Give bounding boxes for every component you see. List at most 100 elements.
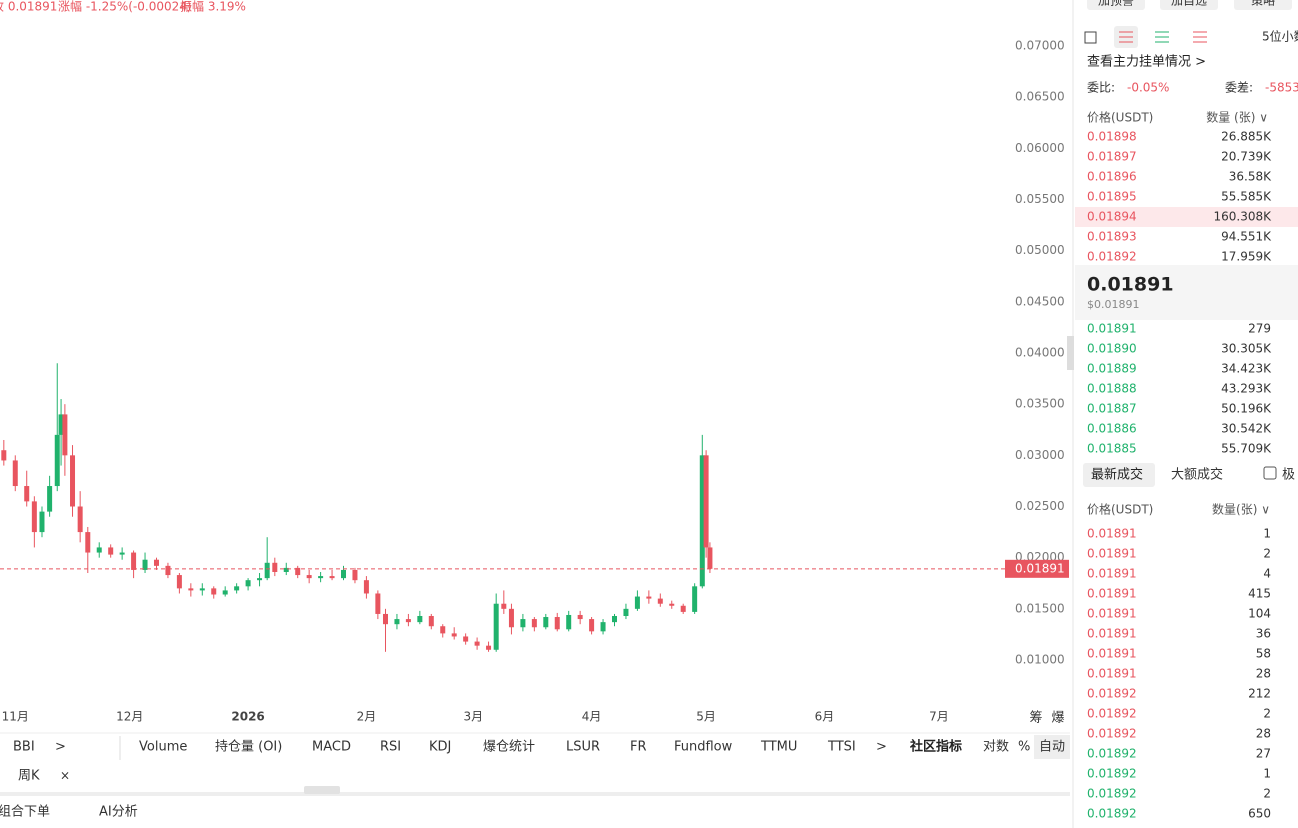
indicator-tab[interactable]: RSI xyxy=(380,740,401,755)
indicator-tab[interactable]: > xyxy=(55,740,66,755)
candle-body xyxy=(508,608,514,628)
button-label[interactable]: 加自选 xyxy=(1171,0,1207,8)
candle-body xyxy=(692,586,698,612)
candle-body xyxy=(493,603,499,650)
trade-price: 0.01891 xyxy=(1087,547,1137,561)
ask-qty: 55.585K xyxy=(1221,190,1272,204)
candle-body xyxy=(363,580,369,594)
x-tick-label: 7月 xyxy=(929,710,949,724)
y-tick-label: 0.05000 xyxy=(1015,243,1065,257)
indicator-tab[interactable]: Volume xyxy=(139,740,187,755)
x-tick-label: 11月 xyxy=(2,710,29,724)
ask-qty: 17.959K xyxy=(1221,250,1272,264)
trade-price: 0.01891 xyxy=(1087,607,1137,621)
bottom-tab[interactable]: 组合下单 xyxy=(0,805,50,820)
bid-qty: 50.196K xyxy=(1221,402,1272,416)
divider xyxy=(0,792,1070,796)
indicator-tab[interactable]: MACD xyxy=(312,740,351,755)
checkbox[interactable] xyxy=(1263,466,1277,480)
candle-body xyxy=(165,565,171,576)
icon xyxy=(1119,31,1133,43)
button[interactable] xyxy=(1234,0,1292,10)
col-header: 数量(张) ∨ xyxy=(1212,502,1270,517)
candle-body xyxy=(199,588,205,591)
trade-tab[interactable]: 大额成交 xyxy=(1171,467,1223,483)
y-tick-label: 0.04000 xyxy=(1015,346,1065,360)
indicator-tab[interactable]: BBI xyxy=(13,740,35,755)
indicator-tab[interactable]: KDJ xyxy=(429,740,451,755)
candle-body xyxy=(131,552,137,570)
indicator-tab[interactable]: > xyxy=(876,740,887,755)
button[interactable] xyxy=(1160,0,1218,10)
y-tick-label: 0.01000 xyxy=(1015,653,1065,667)
axis-tool[interactable]: 爆 xyxy=(1051,711,1064,726)
candle-body xyxy=(85,532,91,553)
trade-tab[interactable]: 极 xyxy=(1282,468,1295,483)
y-tick-label: 0.05500 xyxy=(1015,192,1065,206)
button[interactable] xyxy=(1087,0,1145,10)
candle-body xyxy=(96,547,102,553)
auto-bg xyxy=(1034,735,1070,759)
candle-body xyxy=(703,455,709,548)
col-header: 价格(USDT) xyxy=(1087,110,1153,125)
trade-price: 0.01891 xyxy=(1087,667,1137,681)
trade-price: 0.01892 xyxy=(1087,687,1137,701)
trade-qty: 27 xyxy=(1256,747,1271,761)
candle-body xyxy=(264,562,270,579)
ask-qty: 20.739K xyxy=(1221,150,1272,164)
candle-body xyxy=(153,559,159,566)
bid-qty: 34.423K xyxy=(1221,362,1272,376)
close-button[interactable]: × xyxy=(60,769,70,783)
candle-body xyxy=(176,575,182,589)
candle-body xyxy=(707,547,713,569)
last-price: 0.01891 xyxy=(1087,274,1174,296)
trade-qty: 28 xyxy=(1256,667,1271,681)
bottom-tab[interactable]: AI分析 xyxy=(99,805,138,820)
handle[interactable] xyxy=(304,786,340,794)
indicator-tab[interactable]: TTSI xyxy=(827,740,856,755)
axis-tool[interactable]: 筹 xyxy=(1029,710,1042,726)
indicator-tab[interactable]: 对数 xyxy=(983,740,1009,755)
indicator-tab[interactable]: 自动 xyxy=(1039,740,1065,755)
diff-value: -5853 xyxy=(1265,81,1298,95)
icon[interactable] xyxy=(1084,31,1097,44)
ask-qty: 94.551K xyxy=(1221,230,1272,244)
ask-price: 0.01898 xyxy=(1087,130,1137,144)
indicator-tab[interactable]: FR xyxy=(630,740,647,755)
trade-tab[interactable]: 最新成交 xyxy=(1091,467,1143,483)
candle-body xyxy=(375,593,381,614)
candle-body xyxy=(245,580,251,587)
x-tick-label: 12月 xyxy=(116,710,143,724)
bid-qty: 279 xyxy=(1248,322,1271,336)
row-highlight xyxy=(1075,207,1298,227)
trade-qty: 650 xyxy=(1248,807,1271,821)
button-label[interactable]: 加预警 xyxy=(1098,0,1134,8)
indicator-tab[interactable]: LSUR xyxy=(566,740,600,755)
indicator-tab[interactable]: 持仓量 (OI) xyxy=(215,740,282,755)
candle-body xyxy=(669,603,675,606)
ask-price: 0.01894 xyxy=(1087,210,1137,224)
indicator-tab[interactable]: 爆仓统计 xyxy=(483,740,535,755)
trade-qty: 415 xyxy=(1248,587,1271,601)
trade-qty: 2 xyxy=(1263,787,1271,801)
x-tick-label: 2026 xyxy=(231,710,264,724)
link[interactable]: 查看主力挂单情况 > xyxy=(1087,54,1206,70)
last-price-box xyxy=(1005,559,1069,578)
button-label[interactable]: 策略 xyxy=(1251,0,1275,8)
icon[interactable] xyxy=(1193,31,1207,43)
decimals[interactable]: 5位小数 xyxy=(1262,29,1298,44)
indicator-tab[interactable]: TTMU xyxy=(760,740,797,755)
indicator-tab[interactable]: Fundflow xyxy=(674,740,733,755)
trade-price: 0.01891 xyxy=(1087,627,1137,641)
ask-qty: 36.58K xyxy=(1229,170,1272,184)
col-header: 价格(USDT) xyxy=(1087,502,1153,517)
indicator-tab[interactable]: 社区指标 xyxy=(909,739,962,755)
panel-handle[interactable] xyxy=(1067,336,1074,370)
icon[interactable] xyxy=(1155,31,1169,43)
bid-price: 0.01885 xyxy=(1087,442,1137,456)
candle-body xyxy=(382,613,388,625)
indicator-tab[interactable]: % xyxy=(1018,740,1030,755)
header-stat: 涨幅 -1.25%(-0.00024) xyxy=(58,0,192,14)
candle-body xyxy=(12,460,18,487)
